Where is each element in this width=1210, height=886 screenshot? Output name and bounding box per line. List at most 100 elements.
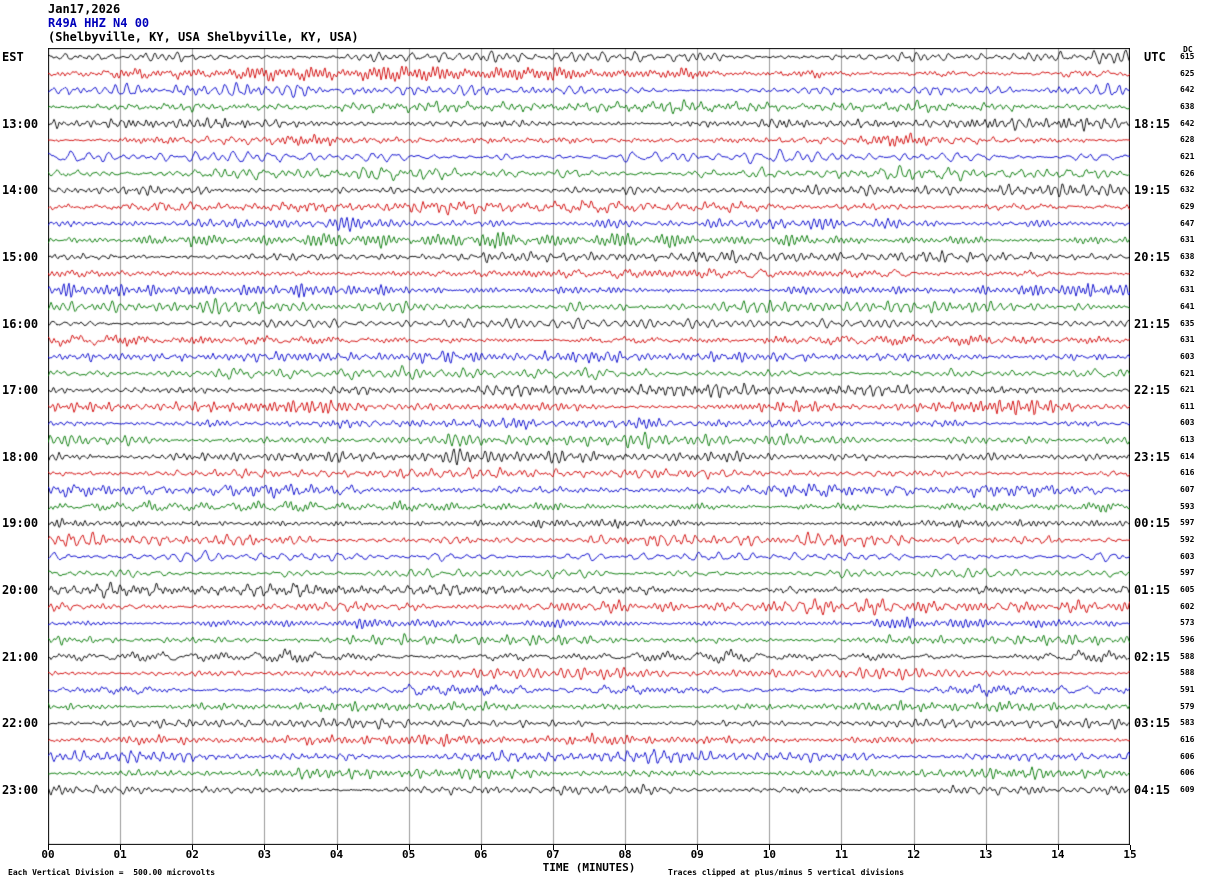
- seismogram-canvas: [48, 48, 1130, 845]
- utc-time-label: 20:15: [1134, 249, 1171, 264]
- footer-clip-note: Traces clipped at plus/minus 5 vertical …: [668, 868, 905, 877]
- dc-offset-value: 596: [1180, 635, 1195, 645]
- dc-offset-value: 632: [1180, 185, 1195, 195]
- x-axis-tick-mark: [841, 845, 843, 850]
- dc-offset-value: 597: [1180, 568, 1195, 578]
- x-axis-tick-mark: [192, 845, 194, 850]
- dc-offset-value: 613: [1180, 435, 1195, 445]
- dc-offset-value: 642: [1180, 85, 1195, 95]
- x-axis-tick-mark: [985, 845, 987, 850]
- est-time-label: 21:00: [2, 649, 39, 664]
- dc-offset-value: 621: [1180, 385, 1195, 395]
- est-time-label: 14:00: [2, 183, 39, 198]
- dc-offset-value: 642: [1180, 118, 1195, 128]
- est-time-label: 15:00: [2, 249, 39, 264]
- dc-offset-value: 583: [1180, 718, 1195, 728]
- x-axis-tick-mark: [120, 845, 122, 850]
- x-axis-tick-label: 03: [257, 848, 272, 861]
- x-axis-tick-label: 00: [41, 848, 55, 861]
- utc-time-label: 03:15: [1134, 716, 1171, 731]
- dc-offset-value: 606: [1180, 751, 1195, 761]
- x-axis-tick-mark: [913, 845, 915, 850]
- x-axis-tick-mark: [769, 845, 771, 850]
- dc-offset-value: 603: [1180, 551, 1195, 561]
- dc-offset-value: 629: [1180, 201, 1195, 211]
- footer-scale-note: Each Vertical Division = 500.00 microvol…: [8, 868, 216, 877]
- dc-offset-value: 591: [1180, 685, 1195, 695]
- x-axis-tick-mark: [1057, 845, 1059, 850]
- est-time-label: 23:00: [2, 782, 39, 797]
- dc-offset-column-header: DC: [1183, 45, 1193, 54]
- dc-offset-value: 632: [1180, 268, 1195, 278]
- x-axis-tick-label: 05: [402, 848, 416, 861]
- dc-offset-value: 614: [1180, 451, 1195, 461]
- x-axis-tick-label: 12: [906, 848, 921, 861]
- est-time-label: 19:00: [2, 516, 39, 531]
- dc-offset-value: 597: [1180, 518, 1195, 528]
- x-axis-tick-label: 07: [546, 848, 560, 861]
- dc-offset-value: 588: [1180, 668, 1195, 678]
- dc-offset-value: 621: [1180, 151, 1195, 161]
- x-axis-tick-label: 08: [618, 848, 632, 861]
- right-timezone-header: UTC: [1144, 50, 1166, 64]
- dc-offset-value: 606: [1180, 768, 1195, 778]
- dc-offset-value: 638: [1180, 251, 1195, 261]
- est-time-label: 13:00: [2, 116, 39, 131]
- x-axis-tick-mark: [1130, 845, 1131, 850]
- dc-offset-value: 616: [1180, 735, 1195, 745]
- dc-offset-value: 615: [1180, 52, 1195, 61]
- x-axis-tick-mark: [408, 845, 410, 850]
- est-time-label: 20:00: [2, 583, 39, 598]
- est-time-label: 17:00: [2, 383, 39, 398]
- seismogram-plot-area: [48, 48, 1130, 845]
- x-axis-tick-label: 11: [834, 848, 849, 861]
- dc-offset-value: 579: [1180, 701, 1195, 711]
- dc-offset-value: 635: [1180, 318, 1195, 328]
- utc-time-label: 04:15: [1134, 782, 1171, 797]
- dc-offset-value: 607: [1180, 485, 1195, 495]
- x-axis-tick-mark: [48, 845, 49, 850]
- est-time-label: 22:00: [2, 716, 39, 731]
- x-axis-tick-label: 10: [762, 848, 776, 861]
- utc-time-label: 02:15: [1134, 649, 1171, 664]
- utc-time-label: 01:15: [1134, 583, 1171, 598]
- x-axis-tick-mark: [336, 845, 338, 850]
- title-date: Jan17,2026: [48, 2, 121, 16]
- dc-offset-value: 626: [1180, 168, 1195, 178]
- utc-time-label: 22:15: [1134, 383, 1171, 398]
- dc-offset-value: 609: [1180, 784, 1195, 794]
- x-axis-tick-label: 02: [185, 848, 199, 861]
- x-axis-tick-mark: [697, 845, 699, 850]
- x-axis-tick-label: 09: [690, 848, 704, 861]
- x-axis-title: TIME (MINUTES): [542, 861, 636, 874]
- dc-offset-value: 593: [1180, 501, 1195, 511]
- x-axis-tick-mark: [264, 845, 266, 850]
- dc-offset-value: 573: [1180, 618, 1195, 628]
- dc-offset-value: 631: [1180, 335, 1195, 345]
- dc-offset-value: 605: [1180, 585, 1195, 595]
- x-axis-tick-mark: [480, 845, 482, 850]
- x-axis-tick-label: 01: [113, 848, 127, 861]
- dc-offset-value: 625: [1180, 68, 1195, 78]
- utc-time-label: 23:15: [1134, 449, 1171, 464]
- dc-offset-value: 603: [1180, 418, 1195, 428]
- x-axis-tick-mark: [552, 845, 554, 850]
- dc-offset-value: 603: [1180, 351, 1195, 361]
- est-time-label: 18:00: [2, 449, 39, 464]
- x-axis-tick-label: 04: [329, 848, 344, 861]
- utc-time-label: 19:15: [1134, 183, 1171, 198]
- left-timezone-header: EST: [2, 50, 24, 64]
- x-axis-tick-label: 15: [1123, 848, 1137, 861]
- dc-offset-value: 631: [1180, 235, 1195, 245]
- x-axis-tick-mark: [625, 845, 627, 850]
- utc-time-label: 00:15: [1134, 516, 1171, 531]
- dc-offset-value: 588: [1180, 651, 1195, 661]
- dc-offset-value: 641: [1180, 301, 1195, 311]
- utc-time-label: 21:15: [1134, 316, 1171, 331]
- dc-offset-value: 638: [1180, 101, 1195, 111]
- x-axis-tick-label: 06: [474, 848, 488, 861]
- dc-offset-value: 628: [1180, 135, 1195, 145]
- title-station-location: (Shelbyville, KY, USA Shelbyville, KY, U…: [48, 30, 359, 44]
- est-time-label: 16:00: [2, 316, 39, 331]
